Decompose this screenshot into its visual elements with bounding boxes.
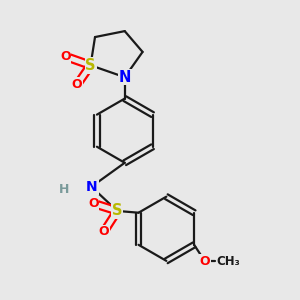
Text: S: S — [112, 203, 123, 218]
Text: O: O — [88, 197, 99, 210]
Text: S: S — [85, 58, 96, 73]
Text: H: H — [58, 183, 69, 196]
Text: O: O — [60, 50, 70, 63]
Text: N: N — [118, 70, 131, 85]
Text: N: N — [86, 180, 98, 194]
Text: CH₃: CH₃ — [217, 255, 241, 268]
Text: O: O — [72, 78, 83, 91]
Text: O: O — [200, 255, 210, 268]
Text: O: O — [99, 225, 109, 238]
